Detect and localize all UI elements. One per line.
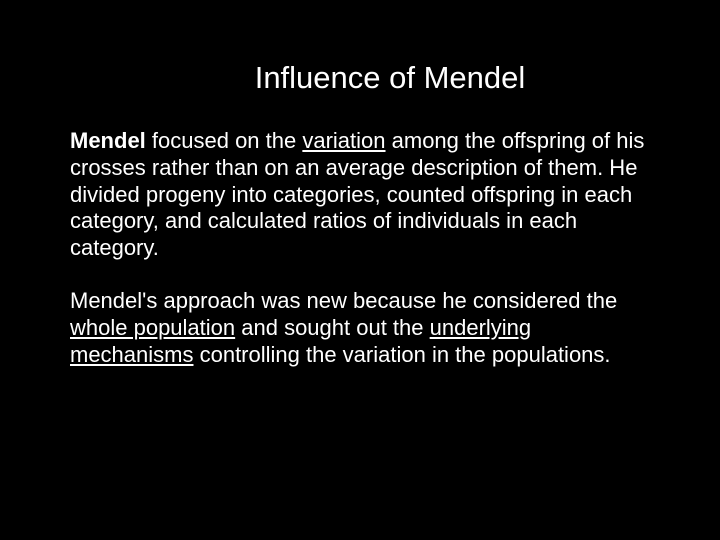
p1-underline-1: variation: [302, 128, 385, 153]
p2-text-1: Mendel's approach was new because he con…: [70, 288, 617, 313]
paragraph-2: Mendel's approach was new because he con…: [70, 288, 650, 368]
paragraph-1: Mendel focused on the variation among th…: [70, 128, 650, 262]
p2-text-2: and sought out the: [235, 315, 430, 340]
p1-text-1: focused on the: [146, 128, 303, 153]
p2-text-3: controlling the variation in the populat…: [193, 342, 610, 367]
p2-underline-1: whole population: [70, 315, 235, 340]
slide-title: Influence of Mendel: [70, 60, 650, 96]
slide-body: Mendel focused on the variation among th…: [70, 128, 650, 369]
p1-bold-lead: Mendel: [70, 128, 146, 153]
slide-container: Influence of Mendel Mendel focused on th…: [0, 0, 720, 540]
